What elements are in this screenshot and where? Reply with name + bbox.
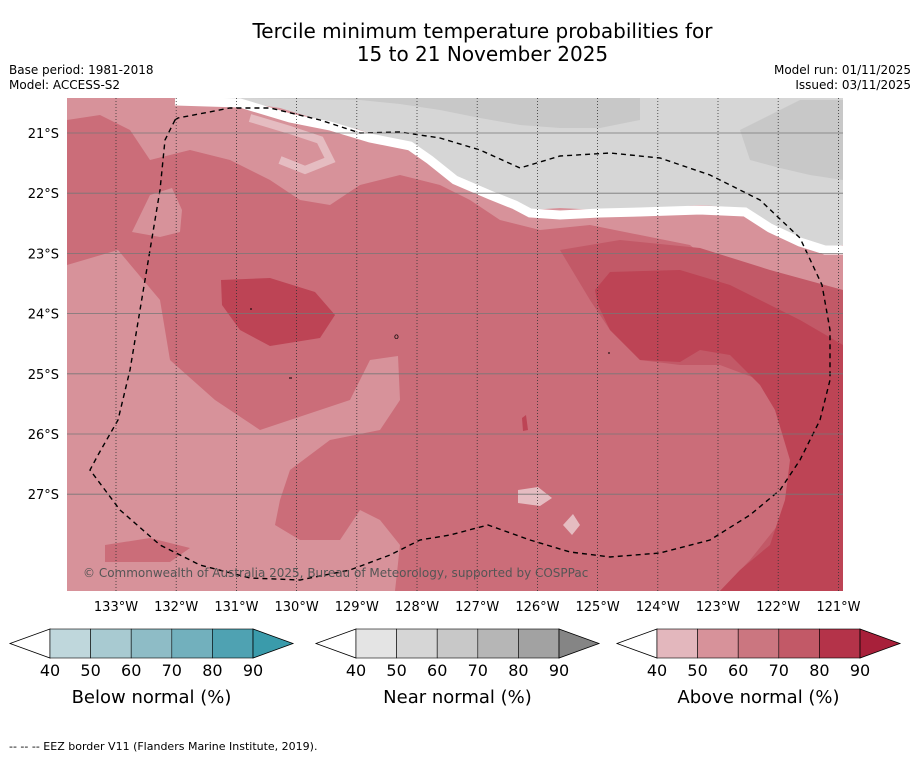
legend-arrow-high: [859, 628, 902, 659]
lon-label: 129°W: [335, 600, 379, 615]
lon-label: 122°W: [756, 600, 800, 615]
legend-tick: 60: [728, 661, 748, 680]
lat-label: 22°S: [28, 187, 59, 202]
legend-arrow-low: [8, 628, 51, 659]
legend-swatch: [778, 628, 820, 659]
lon-label: 130°W: [275, 600, 319, 615]
lat-label: 25°S: [28, 368, 59, 383]
legend-above: 40 50 60 70 80 90 Above normal (%): [615, 628, 902, 708]
lat-label: 21°S: [28, 127, 59, 142]
region-above-40-patch-2: [563, 514, 580, 535]
region-near-normal-60: [240, 98, 640, 128]
base-period-text: Base period: 1981-2018: [9, 63, 154, 77]
legend-swatch: [737, 628, 780, 659]
lon-label: 121°W: [816, 600, 860, 615]
lon-label: 123°W: [696, 600, 740, 615]
legend-swatch: [697, 628, 739, 659]
legend-swatch: [656, 628, 698, 659]
legend-swatch: [396, 628, 438, 659]
legend-swatch: [49, 628, 91, 659]
legend-tick: 60: [121, 661, 141, 680]
model-run-text: Model run: 01/11/2025: [773, 63, 911, 77]
legend-arrow-low: [314, 628, 357, 659]
region-above-50-southwest: [67, 428, 105, 488]
model-text: Model: ACCESS-S2: [9, 78, 121, 92]
legend-tick: 50: [386, 661, 406, 680]
legend-tick: 90: [243, 661, 263, 680]
lon-label: 131°W: [214, 600, 258, 615]
legend-below: 40 50 60 70 80 90 Below normal (%): [8, 628, 295, 708]
legend-tick: 80: [508, 661, 528, 680]
island-marker: o: [394, 332, 399, 341]
issued-text: Issued: 03/11/2025: [795, 78, 911, 92]
region-above-50-blob: [132, 188, 182, 237]
legend-swatch: [212, 628, 254, 659]
map-area: o © Commonwealth of Australia 2025, Bure…: [67, 98, 843, 591]
region-above-80-east: [595, 270, 843, 591]
legend-arrow-high: [252, 628, 295, 659]
legend-swatch: [518, 628, 560, 659]
legend-tick: 90: [549, 661, 569, 680]
legend-tick: 70: [468, 661, 488, 680]
legend-tick: 80: [809, 661, 829, 680]
region-above-60-southwest: [105, 538, 190, 562]
boundary-white: [174, 98, 843, 255]
legend-tick: 70: [162, 661, 182, 680]
region-above-80-small: [522, 415, 528, 431]
lat-label: 23°S: [28, 247, 59, 262]
legend-arrow-low: [615, 628, 658, 659]
region-above-50-west: [67, 250, 400, 591]
legend-swatch: [171, 628, 213, 659]
legend-tick: 40: [40, 661, 60, 680]
region-near-normal: [175, 98, 843, 250]
legend-tick: 80: [202, 661, 222, 680]
lon-label: 128°W: [395, 600, 439, 615]
legend-label: Above normal (%): [677, 687, 839, 708]
region-near-normal-60-east: [740, 100, 843, 180]
page-title: Tercile minimum temperature probabilitie…: [0, 20, 919, 66]
legend-tick: 40: [346, 661, 366, 680]
legend-swatch: [90, 628, 132, 659]
legend-arrow-high: [558, 628, 601, 659]
copyright-text: © Commonwealth of Australia 2025, Bureau…: [83, 566, 588, 580]
title-line-1: Tercile minimum temperature probabilitie…: [252, 19, 713, 43]
legend-label: Below normal (%): [72, 687, 232, 708]
region-above-80-west: [221, 278, 335, 346]
meta-right: Model run: 01/11/2025 Issued: 03/11/2025: [774, 63, 911, 93]
legend-swatch: [436, 628, 479, 659]
eez-border: [89, 107, 831, 581]
meta-left: Base period: 1981-2018 Model: ACCESS-S2: [9, 63, 154, 93]
lon-label: 133°W: [94, 600, 138, 615]
lat-label: 24°S: [28, 308, 59, 323]
legend-swatch: [130, 628, 173, 659]
legend-tick: 90: [850, 661, 870, 680]
lat-label: 26°S: [28, 428, 59, 443]
legend-swatch: [477, 628, 519, 659]
region-above-40-patch: [518, 487, 552, 506]
lon-label: 127°W: [455, 600, 499, 615]
legend-tick: 40: [647, 661, 667, 680]
legend-tick: 50: [80, 661, 100, 680]
legend-tick: 70: [769, 661, 789, 680]
lat-label: 27°S: [28, 488, 59, 503]
legend-near: 40 50 60 70 80 90 Near normal (%): [314, 628, 601, 708]
title-line-2: 15 to 21 November 2025: [356, 42, 609, 66]
legend-swatch: [819, 628, 861, 659]
lon-label: 132°W: [154, 600, 198, 615]
latitude-labels: 21°S 22°S 23°S 24°S 25°S 26°S 27°S: [28, 127, 59, 503]
legend-tick: 60: [427, 661, 447, 680]
longitude-labels: 133°W 132°W 131°W 130°W 129°W 128°W 127°W 126°W…: [94, 600, 861, 615]
lon-label: 124°W: [636, 600, 680, 615]
lon-label: 126°W: [515, 600, 559, 615]
gridlines: [67, 98, 843, 591]
legends: 40 50 60 70 80 90 Below normal (%) 40 50 60 70 80 90…: [8, 628, 902, 708]
eez-footnote: -- -- -- EEZ border V11 (Flanders Marine…: [9, 740, 318, 753]
legend-swatch: [355, 628, 397, 659]
legend-label: Near normal (%): [383, 687, 532, 708]
region-above-40-strip: [248, 114, 336, 175]
lon-label: 125°W: [576, 600, 620, 615]
legend-tick: 50: [687, 661, 707, 680]
